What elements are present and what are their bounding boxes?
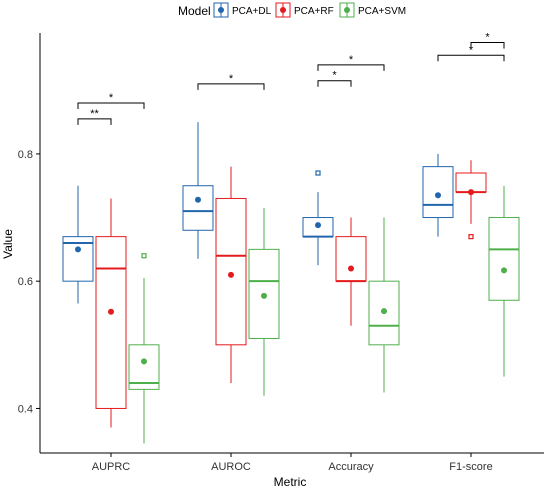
box-iqr bbox=[182, 185, 214, 231]
legend-key-point bbox=[218, 7, 224, 13]
mean-point bbox=[108, 308, 114, 315]
significance-label: * bbox=[109, 92, 114, 104]
box-iqr bbox=[95, 236, 127, 409]
y-tick-label: 0.4 bbox=[18, 403, 33, 415]
legend: Model PCA+DL PCA+RF PCA+SVM bbox=[178, 2, 406, 18]
significance-label: * bbox=[229, 73, 234, 85]
box-pca-dl-auroc bbox=[182, 122, 214, 259]
legend-item-pca-dl: PCA+DL bbox=[213, 2, 272, 18]
mean-point bbox=[75, 246, 81, 253]
box-iqr bbox=[335, 236, 367, 282]
box-iqr bbox=[128, 344, 160, 390]
bracket-line bbox=[470, 42, 505, 49]
x-tick-label-accuracy: Accuracy bbox=[328, 461, 374, 473]
significance-label: ** bbox=[90, 108, 99, 120]
significance-bracket: * bbox=[470, 32, 505, 49]
x-axis-ticks: AUPRC AUROC Accuracy F1-score bbox=[92, 453, 493, 473]
box-iqr bbox=[488, 217, 520, 301]
significance-bracket: * bbox=[77, 92, 145, 109]
outlier-point bbox=[468, 234, 474, 240]
x-axis-title: Metric bbox=[274, 475, 307, 489]
significance-label: * bbox=[332, 70, 337, 82]
box-pca-dl-auprc bbox=[62, 185, 94, 304]
y-tick-label: 0.6 bbox=[18, 276, 33, 288]
significance-brackets: ******** bbox=[77, 32, 505, 125]
x-tick-label-f1-score: F1-score bbox=[449, 461, 492, 473]
box-iqr bbox=[248, 248, 280, 339]
mean-point bbox=[381, 308, 387, 315]
bracket-line bbox=[317, 80, 352, 87]
legend-key-point bbox=[344, 7, 350, 13]
box-iqr bbox=[422, 166, 454, 219]
mean-point bbox=[195, 196, 201, 203]
legend-label: PCA+RF bbox=[294, 6, 334, 17]
y-axis-title: Value bbox=[1, 229, 15, 259]
significance-bracket: * bbox=[197, 73, 265, 90]
y-axis-ticks: 0.4 0.6 0.8 bbox=[18, 149, 40, 415]
legend-label: PCA+SVM bbox=[358, 6, 406, 17]
legend-key-point bbox=[280, 7, 286, 13]
legend-item-pca-rf: PCA+RF bbox=[275, 2, 334, 18]
significance-label: * bbox=[469, 44, 474, 56]
mean-point bbox=[348, 265, 354, 272]
x-tick-label-auprc: AUPRC bbox=[92, 461, 131, 473]
box-pca-svm-auroc bbox=[248, 208, 280, 396]
outlier-point bbox=[315, 170, 321, 176]
significance-bracket: ** bbox=[77, 108, 112, 125]
box-pca-svm-auprc bbox=[128, 253, 160, 444]
box-pca-dl-f1-score bbox=[422, 153, 454, 237]
box-pca-svm-accuracy bbox=[368, 217, 400, 393]
box-pca-dl-accuracy bbox=[302, 170, 334, 266]
significance-bracket: * bbox=[437, 44, 505, 62]
box-iqr bbox=[215, 197, 247, 346]
legend-title: Model bbox=[178, 4, 211, 18]
y-tick-label: 0.8 bbox=[18, 149, 33, 161]
bracket-line bbox=[197, 83, 265, 90]
mean-point bbox=[435, 192, 441, 199]
legend-label: PCA+DL bbox=[232, 6, 272, 17]
box-iqr bbox=[62, 236, 94, 282]
significance-label: * bbox=[485, 32, 490, 44]
significance-bracket: * bbox=[317, 54, 385, 71]
box-pca-rf-f1-score bbox=[455, 160, 487, 240]
plot-area bbox=[62, 122, 520, 444]
bracket-line bbox=[317, 64, 385, 71]
significance-label: * bbox=[349, 54, 354, 66]
mean-point bbox=[501, 267, 507, 274]
x-tick-label-auroc: AUROC bbox=[211, 461, 251, 473]
box-pca-rf-auroc bbox=[215, 166, 247, 383]
outlier-point bbox=[141, 253, 147, 259]
bracket-line bbox=[437, 54, 505, 62]
mean-point bbox=[261, 292, 267, 299]
bracket-line bbox=[77, 118, 112, 125]
bracket-line bbox=[77, 102, 145, 109]
mean-point bbox=[468, 189, 474, 196]
mean-point bbox=[141, 358, 147, 365]
mean-point bbox=[315, 222, 321, 229]
box-pca-rf-auprc bbox=[95, 198, 127, 428]
box-pca-svm-f1-score bbox=[488, 185, 520, 377]
legend-item-pca-svm: PCA+SVM bbox=[339, 2, 406, 18]
box-iqr bbox=[368, 280, 400, 346]
significance-bracket: * bbox=[317, 70, 352, 87]
box-pca-rf-accuracy bbox=[335, 217, 367, 326]
mean-point bbox=[228, 271, 234, 278]
